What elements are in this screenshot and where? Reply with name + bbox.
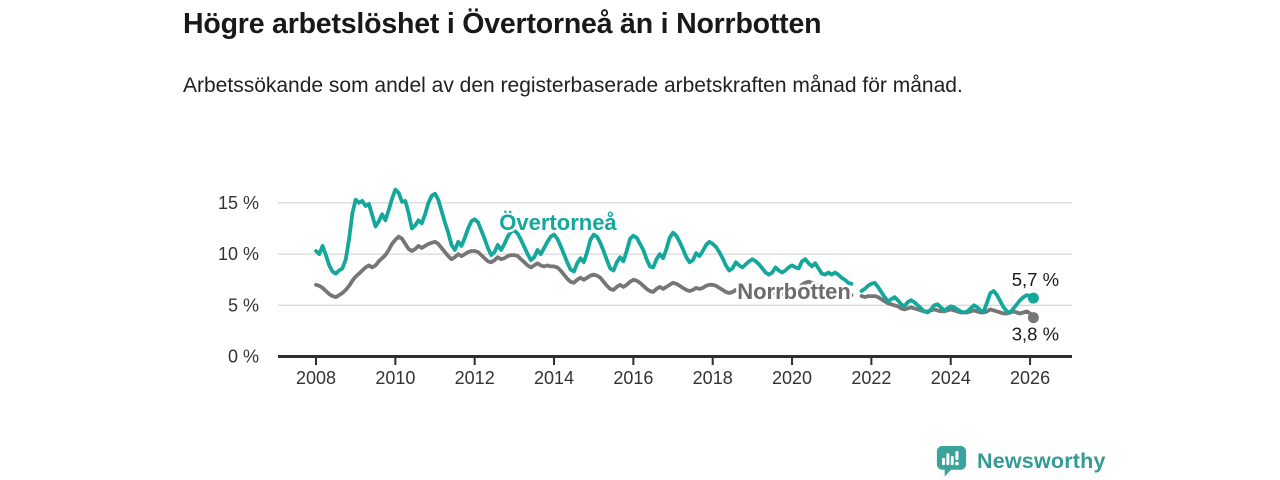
x-tick-label: 2026 <box>1010 368 1050 388</box>
series-label-overtornea: Övertorneå <box>499 210 617 235</box>
chart-subtitle: Arbetssökande som andel av den registerb… <box>183 74 963 97</box>
chart-title: Högre arbetslöshet i Övertorneå än i Nor… <box>183 8 822 40</box>
y-tick-label: 5 % <box>228 295 259 315</box>
x-tick-label: 2020 <box>772 368 812 388</box>
x-tick-label: 2008 <box>296 368 336 388</box>
series-endpoint-overtornea <box>1027 292 1039 304</box>
newsworthy-logo-text: Newsworthy <box>977 449 1106 473</box>
x-tick-label: 2012 <box>455 368 495 388</box>
logo-exclamation-icon <box>955 451 959 461</box>
series-line-overtornea <box>314 187 1036 315</box>
logo-bar-icon <box>946 453 950 466</box>
series-end-value-norrbotten: 3,8 % <box>1012 324 1059 345</box>
newsworthy-logo: Newsworthy <box>936 445 1106 478</box>
series-end-value-overtornea: 5,7 % <box>1012 269 1059 290</box>
newsworthy-logo-icon <box>936 446 967 477</box>
y-tick-label: 15 % <box>218 193 259 213</box>
y-tick-label: 10 % <box>218 244 259 264</box>
x-tick-label: 2022 <box>851 368 891 388</box>
series-endpoint-norrbotten <box>1027 312 1039 324</box>
x-tick-label: 2024 <box>931 368 971 388</box>
y-tick-label: 0 % <box>228 347 259 367</box>
x-tick-label: 2018 <box>693 368 733 388</box>
x-tick-label: 2014 <box>534 368 574 388</box>
x-tick-label: 2016 <box>613 368 653 388</box>
x-tick-label: 2010 <box>375 368 415 388</box>
logo-bar-icon <box>942 457 945 466</box>
logo-bar-icon <box>950 456 954 466</box>
series-label-norrbotten: Norrbotten <box>737 279 851 304</box>
logo-exclamation-dot <box>955 461 959 466</box>
